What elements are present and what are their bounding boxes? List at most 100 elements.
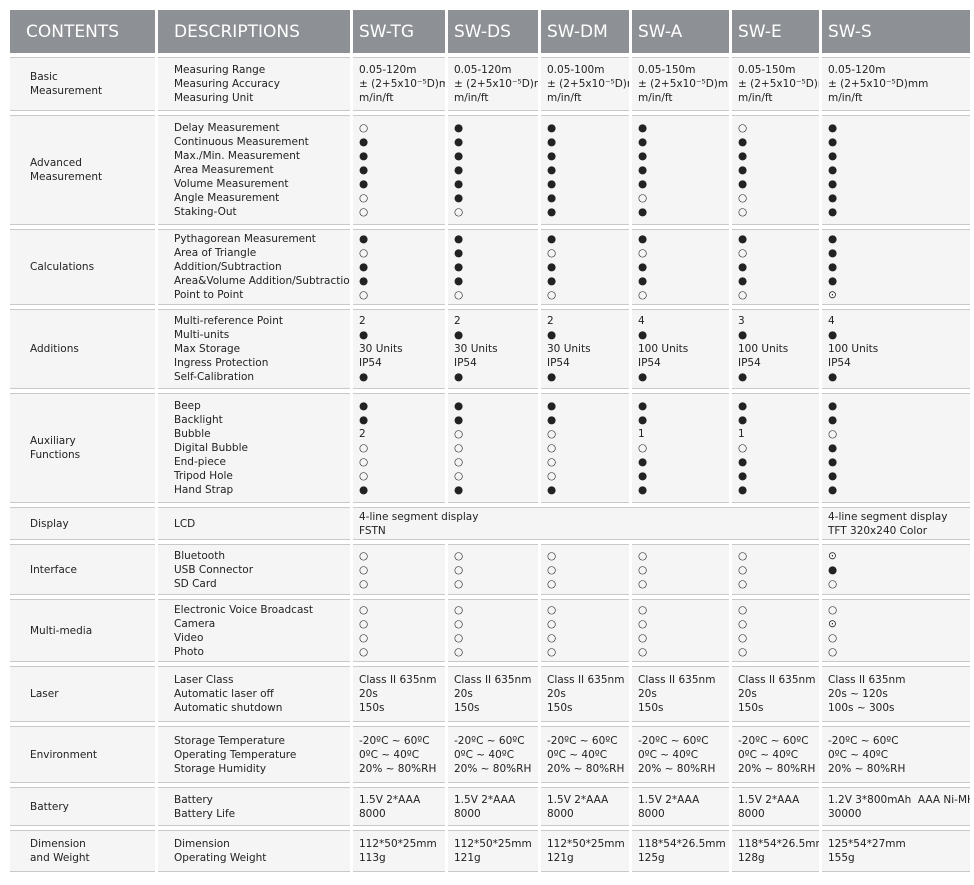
- value: ●: [454, 150, 464, 162]
- value: 121g: [454, 852, 481, 864]
- description: Hand Strap: [174, 484, 234, 496]
- value: ●: [359, 136, 369, 148]
- value: ●: [359, 261, 369, 273]
- value-cell: 2 ● 30 Units IP54 ●: [541, 309, 629, 389]
- value: ●: [828, 261, 838, 273]
- value-cell: ● ● ○ ● ● ● ●: [822, 393, 970, 503]
- value: IP54: [547, 357, 570, 369]
- value: ○: [454, 428, 464, 440]
- value: 4: [638, 315, 645, 327]
- value: 100 Units: [638, 343, 689, 355]
- value-cell: 0.05-120m ± (2+5x10⁻⁵D)mm m/in/ft: [448, 57, 538, 111]
- value: ●: [738, 136, 748, 148]
- value: IP54: [738, 357, 761, 369]
- value-cell: ○ ○ ○ ○: [632, 599, 729, 662]
- description-cell: Pythagorean Measurement Area of Triangle A…: [158, 229, 350, 305]
- value-cell: ○ ● ● ● ● ○ ○: [732, 115, 819, 225]
- value-cell: ○ ○ ○ ○: [732, 599, 819, 662]
- content-label: Calculations: [30, 261, 95, 273]
- value-cell: ● ○ ● ● ○: [732, 229, 819, 305]
- value: 3: [738, 315, 745, 327]
- value: IP54: [359, 357, 382, 369]
- value: ●: [738, 164, 748, 176]
- description: Area of Triangle: [174, 247, 257, 259]
- value: ●: [547, 329, 557, 341]
- header-text: SW-S: [828, 21, 872, 42]
- value: ○: [638, 549, 648, 562]
- value-cell: -20ºC ~ 60ºC 0ºC ~ 40ºC 20% ~ 80%RH: [822, 726, 970, 783]
- value: ⊙: [828, 549, 837, 562]
- value-cell: 112*50*25mm 113g: [353, 830, 445, 872]
- value: 20s: [547, 688, 566, 700]
- value: 100 Units: [738, 343, 789, 355]
- value: ●: [738, 150, 748, 162]
- value-cell: ○ ○ ○: [541, 544, 629, 595]
- value-cell: 112*50*25mm 121g: [448, 830, 538, 872]
- value: ●: [547, 371, 557, 383]
- description: Delay Measurement: [174, 122, 280, 134]
- value: -20ºC ~ 60ºC: [738, 734, 809, 747]
- value: m/in/ft: [638, 92, 673, 104]
- value: ○: [738, 289, 748, 301]
- description-cell: Storage Temperature Operating Temperature…: [158, 726, 350, 783]
- value: ●: [638, 136, 648, 148]
- value: ●: [454, 400, 464, 412]
- header-text: SW-TG: [359, 21, 415, 42]
- value: ●: [738, 261, 748, 273]
- value: ●: [359, 371, 369, 383]
- value: Class II 635nm: [547, 674, 625, 686]
- content-label: and Weight: [30, 852, 90, 864]
- description: USB Connector: [174, 563, 254, 576]
- value: ○: [638, 577, 648, 590]
- value: ●: [828, 371, 838, 383]
- value: 20s ~ 120s: [828, 688, 888, 700]
- value: ●: [454, 233, 464, 245]
- value: ○: [454, 631, 464, 644]
- value: ○: [454, 549, 464, 562]
- description-cell: Electronic Voice Broadcast Camera Video Pho…: [158, 599, 350, 662]
- value-cell: ○ ○ ○ ○: [448, 599, 538, 662]
- value: ●: [828, 275, 838, 287]
- description: Digital Bubble: [174, 442, 248, 454]
- value-cell: 1.5V 2*AAA 8000: [732, 787, 819, 826]
- value: ○: [547, 549, 557, 562]
- header-text: CONTENTS: [26, 21, 119, 42]
- value: ●: [828, 247, 838, 259]
- value: ○: [547, 456, 557, 468]
- value: m/in/ft: [454, 92, 489, 104]
- value: ●: [454, 178, 464, 190]
- value: ●: [454, 122, 464, 134]
- value: ○: [828, 631, 838, 644]
- content-cell: Advanced Measurement: [10, 115, 155, 225]
- value: ± (2+5x10⁻⁵D)mm: [359, 78, 445, 90]
- value: ○: [738, 192, 748, 204]
- value-cell: ● ● 1 ○ ● ● ●: [732, 393, 819, 503]
- value-cell: -20ºC ~ 60ºC 0ºC ~ 40ºC 20% ~ 80%RH: [541, 726, 629, 783]
- value: ●: [359, 164, 369, 176]
- value: 20% ~ 80%RH: [454, 762, 532, 775]
- description: Photo: [174, 645, 204, 658]
- value-cell: -20ºC ~ 60ºC 0ºC ~ 40ºC 20% ~ 80%RH: [732, 726, 819, 783]
- value-cell: 118*54*26.5mm 128g: [732, 830, 819, 872]
- value: 0.05-150m: [738, 64, 796, 76]
- content-cell: Auxiliary Functions: [10, 393, 155, 503]
- value: 30000: [828, 807, 862, 820]
- description: Staking-Out: [174, 206, 237, 218]
- content-label: Additions: [30, 343, 79, 355]
- value: ●: [738, 414, 748, 426]
- value: ●: [828, 122, 838, 134]
- value: ○: [454, 603, 464, 616]
- value-cell: ○ ○ ○: [448, 544, 538, 595]
- content-label: Basic: [30, 71, 58, 83]
- value: ●: [738, 233, 748, 245]
- description: Measuring Accuracy: [174, 78, 280, 90]
- value: ●: [828, 192, 838, 204]
- value: 100s ~ 300s: [828, 702, 895, 714]
- description: Multi-units: [174, 329, 230, 341]
- value: ●: [828, 563, 838, 576]
- value: m/in/ft: [359, 92, 394, 104]
- value: -20ºC ~ 60ºC: [454, 734, 525, 747]
- value: ●: [828, 164, 838, 176]
- header-cell: SW-S: [822, 10, 970, 53]
- value: ○: [738, 631, 748, 644]
